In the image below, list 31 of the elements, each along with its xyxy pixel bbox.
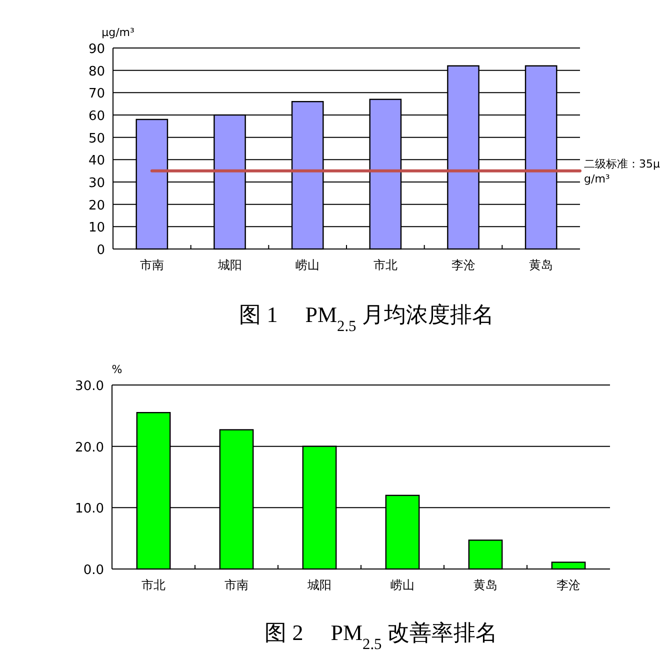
y-tick-label: 10 <box>88 220 105 236</box>
y-axis-title: μg/m³ <box>102 26 134 39</box>
text: 图 2 PM$_{2.5}$ 改善率排名 <box>264 620 498 652</box>
x-tick-label: 市北 <box>373 258 398 272</box>
ref-line-label: 二级标准：35μg/m³ <box>584 157 660 186</box>
x-tick-label: 市北 <box>142 578 166 592</box>
y-tick-label: 10.0 <box>75 502 104 517</box>
x-tick-label: 崂山 <box>296 258 320 272</box>
x-tick-label: 黄岛 <box>474 578 498 592</box>
y-tick-label: 80 <box>88 64 105 80</box>
y-tick-label: 0 <box>96 243 105 258</box>
y-tick-label: 30 <box>88 176 105 191</box>
x-tick-label: 李沧 <box>451 258 476 272</box>
x-tick-label: 市南 <box>224 578 248 592</box>
x-tick-label: 李沧 <box>556 578 580 592</box>
y-tick-label: 20 <box>88 198 105 214</box>
y-tick-label: 90 <box>88 42 105 57</box>
y-tick-label: 30.0 <box>75 379 104 394</box>
x-tick-label: 城阳 <box>306 578 332 592</box>
text: 图 1 PM$_{2.5}$ 月均浓度排名 <box>239 302 494 334</box>
y-axis-title: % <box>112 363 122 376</box>
x-tick-label: 城阳 <box>216 258 242 272</box>
x-tick-label: 黄岛 <box>529 258 554 272</box>
y-tick-label: 40 <box>88 154 105 169</box>
x-tick-label: 崂山 <box>390 578 414 592</box>
y-tick-label: 50 <box>88 131 105 146</box>
y-tick-label: 20.0 <box>75 440 104 456</box>
y-tick-label: 0.0 <box>83 563 104 578</box>
y-tick-label: 70 <box>88 86 105 102</box>
y-tick-label: 60 <box>88 109 105 124</box>
x-tick-label: 市南 <box>140 258 164 272</box>
